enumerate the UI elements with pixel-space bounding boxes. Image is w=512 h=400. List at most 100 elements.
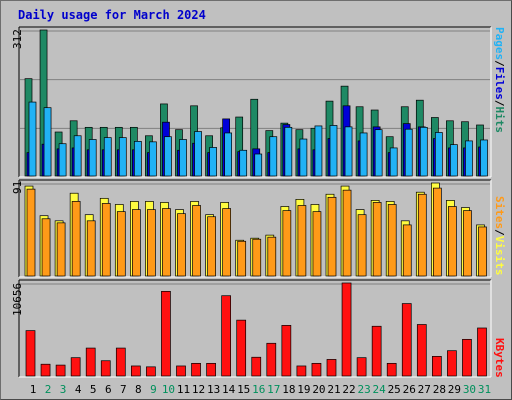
x-tick-label-day-7: 7 (120, 383, 127, 396)
bar-pages-day-13 (209, 147, 217, 177)
legend-segment: / (493, 229, 506, 236)
x-tick-label-day-15: 15 (237, 383, 250, 396)
bar-pages-day-18 (284, 126, 293, 177)
x-tick-label-day-27: 27 (418, 383, 431, 396)
bar-kbytes-day-31 (477, 327, 487, 377)
bar-kbytes-day-24 (371, 325, 382, 377)
bar-kbytes-day-8 (131, 365, 141, 377)
bar-sites-day-4 (71, 201, 81, 277)
bar-pages-day-1 (28, 101, 37, 177)
bar-pages-day-26 (404, 128, 413, 177)
x-tick-label-day-5: 5 (90, 383, 97, 396)
bar-pages-day-5 (88, 139, 97, 177)
bar-sites-day-11 (177, 213, 186, 277)
bar-sites-day-6 (101, 203, 111, 277)
legend-segment: / (493, 60, 506, 67)
bar-pages-day-12 (194, 131, 202, 177)
x-tick-label-day-25: 25 (388, 383, 401, 396)
x-tick-label-day-6: 6 (105, 383, 112, 396)
bar-sites-day-28 (433, 187, 442, 277)
bar-sites-day-16 (252, 238, 262, 277)
bar-kbytes-day-22 (341, 282, 352, 377)
bar-sites-day-23 (357, 214, 367, 277)
bar-kbytes-day-6 (100, 360, 111, 377)
x-tick-label-day-23: 23 (357, 383, 370, 396)
bar-pages-day-11 (179, 139, 187, 177)
bar-sites-day-24 (372, 202, 382, 277)
bar-kbytes-day-15 (236, 319, 247, 377)
x-tick-label-day-8: 8 (135, 383, 142, 396)
legend-hits-files-pages: Pages/Files/Hits (493, 27, 506, 133)
bar-sites-day-27 (417, 193, 427, 277)
bar-kbytes-day-29 (447, 350, 457, 377)
bar-pages-day-16 (254, 153, 263, 177)
bar-sites-day-8 (132, 209, 141, 277)
bar-sites-day-5 (86, 220, 96, 277)
bar-sites-day-9 (147, 209, 156, 277)
x-tick-label-day-9: 9 (150, 383, 157, 396)
bar-kbytes-day-20 (311, 362, 322, 377)
bar-pages-day-29 (450, 144, 458, 177)
bar-kbytes-day-5 (85, 347, 96, 377)
bar-pages-day-9 (149, 141, 157, 177)
bar-kbytes-day-30 (462, 338, 472, 377)
x-tick-label-day-21: 21 (327, 383, 340, 396)
bar-pages-day-3 (58, 143, 67, 177)
bar-pages-day-28 (435, 132, 443, 177)
bar-kbytes-day-4 (70, 357, 81, 377)
y-max-label-visits: 91 (11, 180, 24, 194)
chart-title: Daily usage for March 2024 (18, 8, 206, 22)
x-tick-label-day-19: 19 (297, 383, 310, 396)
bar-pages-day-10 (164, 136, 172, 177)
x-tick-label-day-18: 18 (282, 383, 295, 396)
y-max-label-kbytes: 10656 (11, 282, 24, 316)
bar-kbytes-day-26 (401, 303, 412, 377)
legend-sites-visits: Sites/Visits (493, 196, 506, 276)
x-tick-label-day-24: 24 (373, 383, 387, 396)
x-tick-label-day-1: 1 (30, 383, 37, 396)
legend-kbytes: KBytes (493, 338, 506, 378)
legend-segment: / (493, 99, 506, 107)
x-tick-label-day-13: 13 (207, 383, 220, 396)
x-tick-label-day-16: 16 (252, 383, 265, 396)
bar-pages-day-30 (465, 140, 473, 177)
bar-kbytes-day-18 (281, 325, 292, 377)
x-tick-label-day-28: 28 (433, 383, 446, 396)
bar-sites-day-31 (478, 226, 487, 277)
legend-segment: Hits (493, 106, 506, 134)
bar-kbytes-day-1 (25, 330, 36, 377)
bar-kbytes-day-25 (386, 362, 397, 377)
legend-segment: Files (493, 66, 506, 100)
legend-segment: Visits (493, 235, 506, 276)
x-tick-label-day-31: 31 (478, 383, 491, 396)
bar-sites-day-3 (56, 222, 66, 277)
x-tick-label-day-2: 2 (45, 383, 52, 396)
bar-pages-day-17 (269, 136, 278, 177)
bar-sites-day-26 (402, 224, 412, 277)
bar-sites-day-18 (282, 210, 292, 277)
x-tick-label-day-4: 4 (75, 383, 82, 396)
bar-pages-day-15 (239, 149, 248, 177)
bar-sites-day-25 (387, 204, 397, 277)
bar-kbytes-day-2 (40, 363, 51, 377)
bar-sites-day-19 (297, 205, 307, 277)
bar-sites-day-1 (26, 188, 36, 277)
bar-kbytes-day-21 (326, 359, 337, 377)
bar-pages-day-8 (134, 141, 142, 177)
bar-sites-day-22 (342, 189, 352, 277)
bar-kbytes-day-28 (432, 356, 442, 377)
bar-pages-day-6 (103, 137, 112, 177)
bar-kbytes-day-23 (356, 357, 367, 377)
bar-sites-day-7 (116, 211, 126, 277)
bar-sites-day-15 (237, 240, 247, 277)
bar-kbytes-day-11 (176, 365, 186, 377)
bar-pages-day-24 (374, 129, 383, 177)
x-tick-label-day-22: 22 (342, 383, 355, 396)
x-tick-label-day-20: 20 (312, 383, 325, 396)
bar-kbytes-day-14 (221, 295, 231, 377)
bar-kbytes-day-7 (115, 347, 126, 377)
bar-sites-day-17 (267, 236, 277, 277)
bar-sites-day-20 (312, 211, 322, 277)
x-tick-label-day-30: 30 (463, 383, 476, 396)
